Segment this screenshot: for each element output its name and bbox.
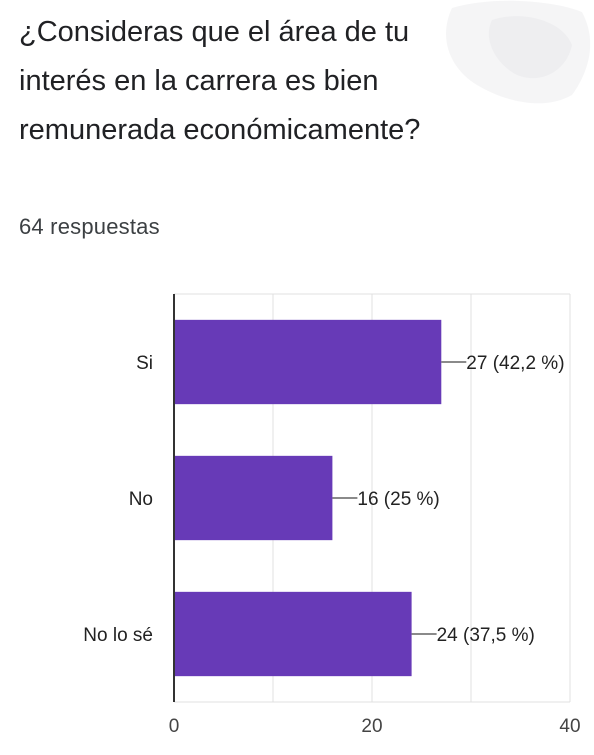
data-label: 16 (25 %): [357, 489, 439, 510]
data-label: 27 (42,2 %): [466, 353, 564, 374]
category-label: No lo sé: [83, 625, 153, 646]
x-tick-label: 0: [169, 716, 180, 737]
bar: [174, 591, 412, 677]
bar: [174, 319, 442, 405]
x-tick-label: 20: [361, 716, 382, 737]
category-label: Si: [136, 353, 153, 374]
background-smudge: [446, 0, 591, 104]
response-count: 64 respuestas: [19, 214, 160, 239]
question-title: ¿Consideras que el área de tu interés en…: [19, 16, 421, 146]
x-tick-label: 40: [559, 716, 580, 737]
bar: [174, 455, 333, 541]
data-label: 24 (37,5 %): [437, 625, 535, 646]
category-label: No: [129, 489, 153, 510]
